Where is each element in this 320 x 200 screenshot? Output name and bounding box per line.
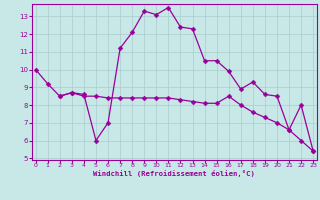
X-axis label: Windchill (Refroidissement éolien,°C): Windchill (Refroidissement éolien,°C) <box>93 170 255 177</box>
